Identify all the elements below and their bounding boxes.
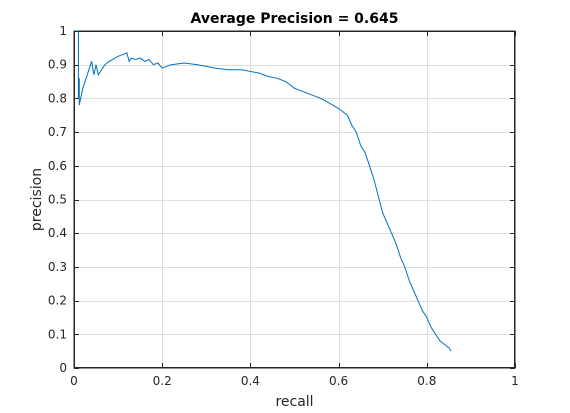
plot-area: [73, 30, 516, 369]
y-tick-label: 0.7: [48, 125, 67, 139]
chart-title: Average Precision = 0.645: [191, 11, 399, 27]
y-tick-label: 0: [59, 361, 67, 375]
x-tick-label: 0.8: [417, 374, 436, 388]
y-tick-label: 0.3: [48, 260, 67, 274]
y-axis-label: precision: [29, 168, 45, 231]
x-tick-label: 0.6: [329, 374, 348, 388]
grid-layer: [74, 31, 515, 368]
x-tick-label: 0.2: [153, 374, 172, 388]
precision-recall-curve: [74, 30, 452, 352]
x-axis-label: recall: [275, 394, 313, 410]
y-tick-label: 0.9: [48, 58, 67, 72]
y-tick-label: 0.5: [48, 193, 67, 207]
x-tick-label: 0: [70, 374, 78, 388]
y-tick-label: 0.6: [48, 159, 67, 173]
y-tick-label: 1: [59, 24, 67, 38]
x-tick-label: 1: [511, 374, 519, 388]
x-tick-label: 0.4: [241, 374, 260, 388]
y-tick-label: 0.8: [48, 91, 67, 105]
y-tick-label: 0.2: [48, 294, 67, 308]
y-tick-label: 0.1: [48, 327, 67, 341]
axes-frame: [74, 31, 515, 368]
curve-layer: [74, 30, 452, 352]
y-tick-label: 0.4: [48, 226, 67, 240]
